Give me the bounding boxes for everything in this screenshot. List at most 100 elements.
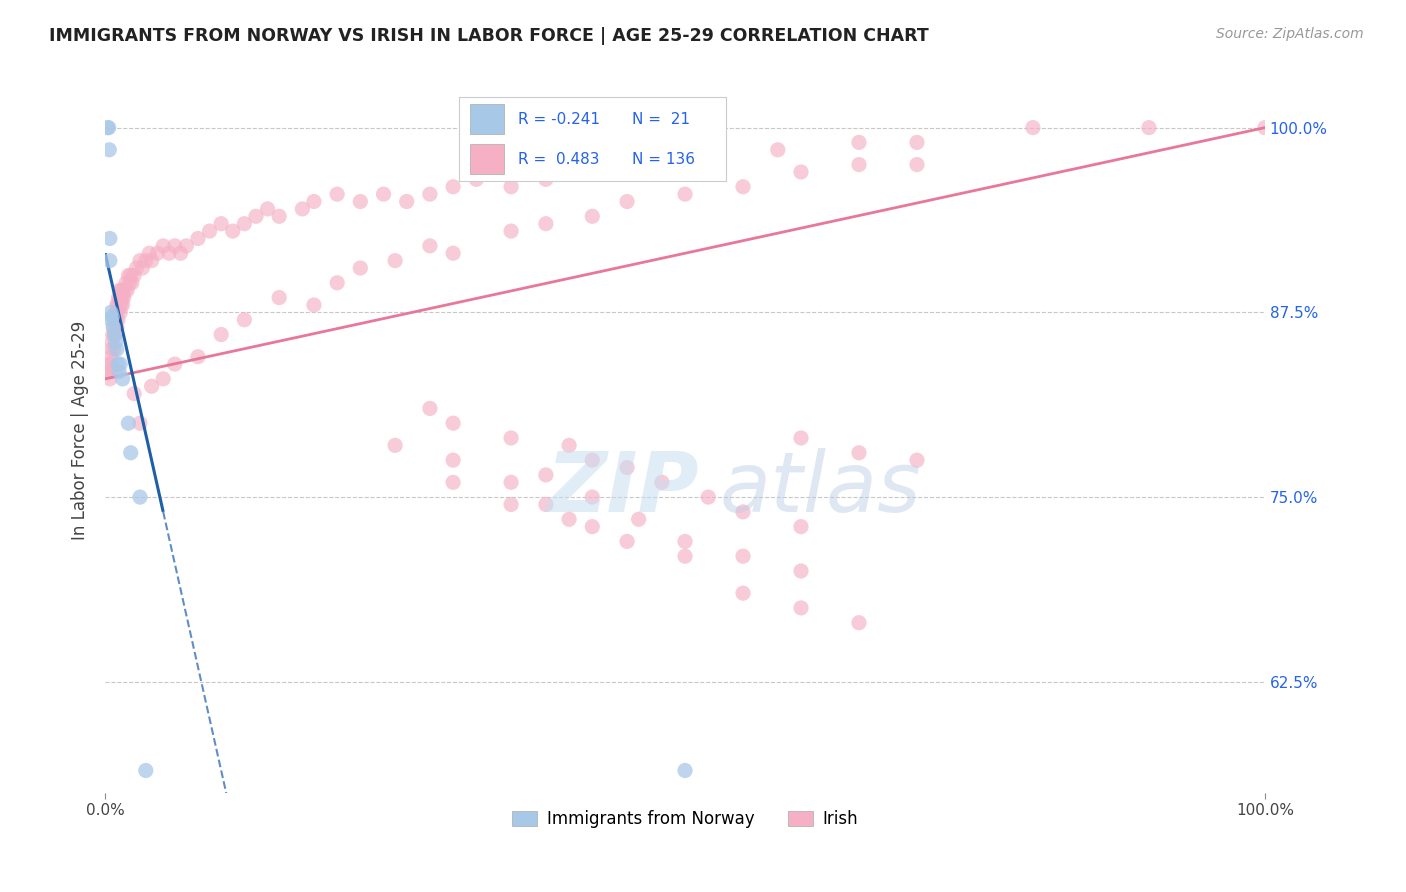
- Point: [501, 224, 523, 238]
- Text: ZIP: ZIP: [546, 448, 699, 529]
- Point: [558, 512, 581, 526]
- Point: [105, 312, 128, 326]
- Point: [848, 446, 870, 460]
- Point: [419, 401, 441, 416]
- Point: [673, 764, 696, 778]
- Point: [616, 194, 638, 209]
- Point: [117, 268, 139, 283]
- Point: [101, 310, 124, 324]
- Point: [441, 416, 464, 430]
- Point: [117, 283, 139, 297]
- Point: [135, 764, 157, 778]
- Point: [157, 246, 180, 260]
- Point: [349, 194, 371, 209]
- Point: [110, 357, 132, 371]
- Point: [616, 460, 638, 475]
- Point: [731, 549, 754, 564]
- Point: [501, 431, 523, 445]
- Point: [627, 512, 650, 526]
- Point: [534, 172, 557, 186]
- Point: [187, 231, 209, 245]
- Point: [209, 217, 232, 231]
- Point: [135, 253, 157, 268]
- Point: [122, 386, 145, 401]
- Point: [581, 453, 603, 467]
- Point: [103, 320, 125, 334]
- Point: [605, 158, 627, 172]
- Point: [790, 601, 813, 615]
- Point: [120, 268, 142, 283]
- Point: [98, 372, 121, 386]
- Point: [107, 312, 129, 326]
- Point: [152, 372, 174, 386]
- Point: [269, 209, 291, 223]
- Point: [108, 283, 131, 297]
- Point: [465, 172, 488, 186]
- Point: [111, 372, 134, 386]
- Point: [384, 253, 406, 268]
- Point: [110, 298, 132, 312]
- Point: [105, 320, 128, 334]
- Point: [187, 350, 209, 364]
- Point: [120, 446, 142, 460]
- Point: [152, 239, 174, 253]
- Point: [103, 327, 125, 342]
- Point: [209, 327, 232, 342]
- Point: [1254, 120, 1277, 135]
- Point: [111, 291, 134, 305]
- Point: [105, 298, 128, 312]
- Point: [112, 291, 135, 305]
- Point: [107, 357, 129, 371]
- Point: [107, 298, 129, 312]
- Point: [581, 490, 603, 504]
- Point: [103, 327, 125, 342]
- Point: [163, 357, 186, 371]
- Legend: Immigrants from Norway, Irish: Immigrants from Norway, Irish: [505, 804, 865, 835]
- Point: [104, 312, 127, 326]
- Point: [131, 260, 153, 275]
- Point: [302, 194, 325, 209]
- Point: [117, 416, 139, 430]
- Point: [731, 586, 754, 600]
- Point: [107, 291, 129, 305]
- Point: [790, 165, 813, 179]
- Point: [98, 253, 121, 268]
- Point: [100, 357, 122, 371]
- Point: [101, 327, 124, 342]
- Point: [501, 179, 523, 194]
- Point: [326, 276, 349, 290]
- Point: [97, 357, 120, 371]
- Point: [100, 350, 122, 364]
- Point: [291, 202, 314, 216]
- Point: [141, 379, 163, 393]
- Point: [731, 505, 754, 519]
- Point: [103, 320, 125, 334]
- Point: [141, 253, 163, 268]
- Point: [104, 305, 127, 319]
- Point: [1022, 120, 1045, 135]
- Point: [103, 343, 125, 357]
- Point: [373, 187, 395, 202]
- Point: [673, 187, 696, 202]
- Point: [100, 312, 122, 326]
- Point: [441, 246, 464, 260]
- Point: [558, 165, 581, 179]
- Point: [848, 158, 870, 172]
- Point: [129, 253, 152, 268]
- Point: [98, 364, 121, 378]
- Point: [138, 246, 160, 260]
- Point: [905, 136, 928, 150]
- Point: [198, 224, 221, 238]
- Point: [581, 209, 603, 223]
- Point: [384, 438, 406, 452]
- Point: [97, 120, 120, 135]
- Point: [121, 276, 143, 290]
- Point: [848, 136, 870, 150]
- Point: [100, 343, 122, 357]
- Point: [110, 305, 132, 319]
- Point: [766, 143, 789, 157]
- Point: [111, 298, 134, 312]
- Point: [616, 534, 638, 549]
- Point: [233, 312, 256, 326]
- Point: [501, 498, 523, 512]
